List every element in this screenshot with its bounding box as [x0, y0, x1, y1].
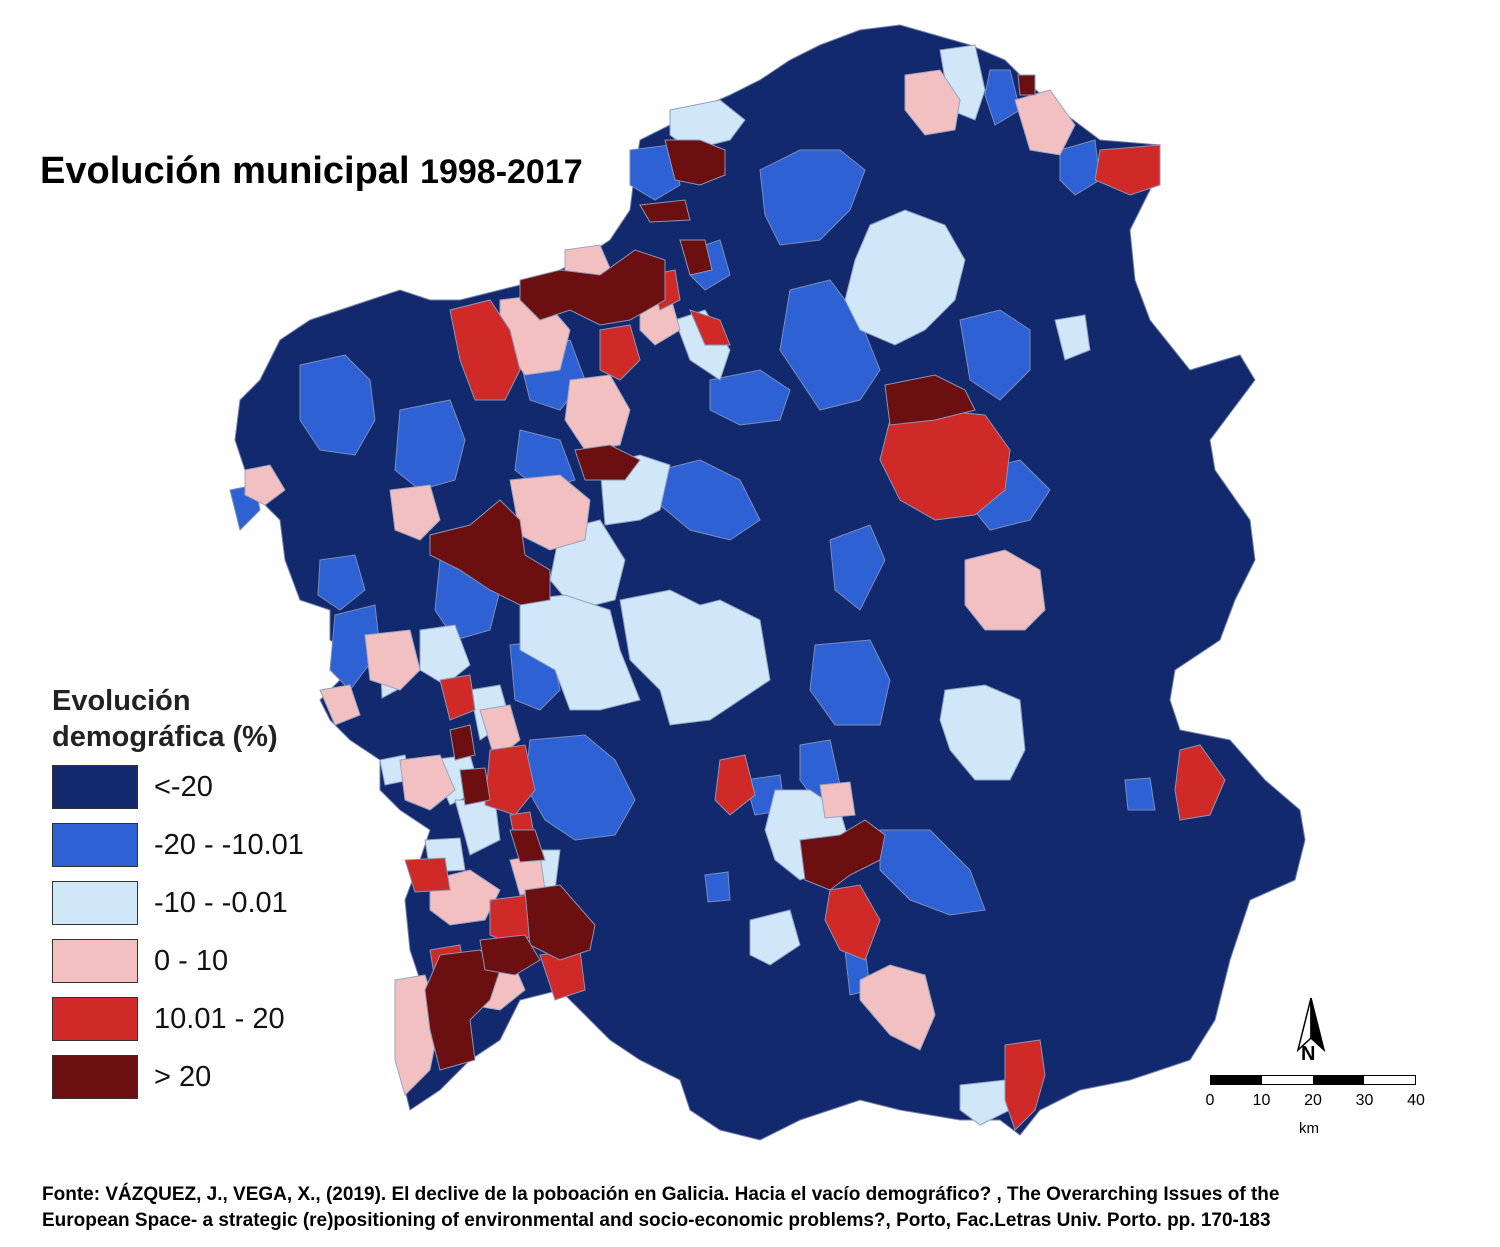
class-medium-blue-areas — [229, 69, 1156, 996]
class-red-areas — [404, 144, 1226, 1131]
legend-title-line2: demográfica (%) — [52, 721, 278, 753]
class-dark-red-areas — [424, 74, 1036, 1071]
legend-label: -20 - -10.01 — [154, 829, 304, 861]
scale-unit: km — [1299, 1120, 1319, 1137]
title-text: Evolución municipal — [40, 150, 410, 192]
legend-swatch — [52, 997, 138, 1041]
scale-tick-label: 10 — [1252, 1092, 1271, 1109]
class-light-blue-areas — [379, 44, 1091, 1126]
legend-label: > 20 — [154, 1061, 212, 1093]
legend: Evolución demográfica (%) <-20 -20 - -10.… — [52, 683, 304, 1099]
source-line2: European Space- a strategic (re)position… — [42, 1210, 1271, 1231]
legend-title-line1: Evolución — [52, 685, 191, 717]
legend-label: -10 - -0.01 — [154, 887, 288, 919]
scale-tick-label: 40 — [1407, 1092, 1425, 1109]
legend-label: 0 - 10 — [154, 945, 229, 977]
scale-tick-label: 0 — [1205, 1092, 1215, 1109]
legend-label: 10.01 - 20 — [154, 1003, 285, 1035]
scale-tick-label: 30 — [1355, 1092, 1374, 1109]
legend-swatch — [52, 765, 138, 809]
source-line1: Fonte: VÁZQUEZ, J., VEGA, X., (2019). El… — [42, 1184, 1280, 1205]
scale-tick-label: 20 — [1304, 1092, 1322, 1109]
source-citation: Fonte: VÁZQUEZ, J., VEGA, X., (2019). El… — [42, 1182, 1482, 1234]
legend-swatch — [52, 881, 138, 925]
legend-swatch — [52, 939, 138, 983]
scale-bar — [1210, 1075, 1416, 1085]
map-title: Evolución municipal 1998-2017 — [40, 150, 583, 193]
legend-swatch — [52, 823, 138, 867]
north-arrow-icon — [1296, 997, 1326, 1053]
legend-label: <-20 — [154, 771, 213, 803]
title-years: 1998-2017 — [420, 153, 583, 191]
north-label: N — [1301, 1043, 1316, 1065]
legend-swatch — [52, 1055, 138, 1099]
